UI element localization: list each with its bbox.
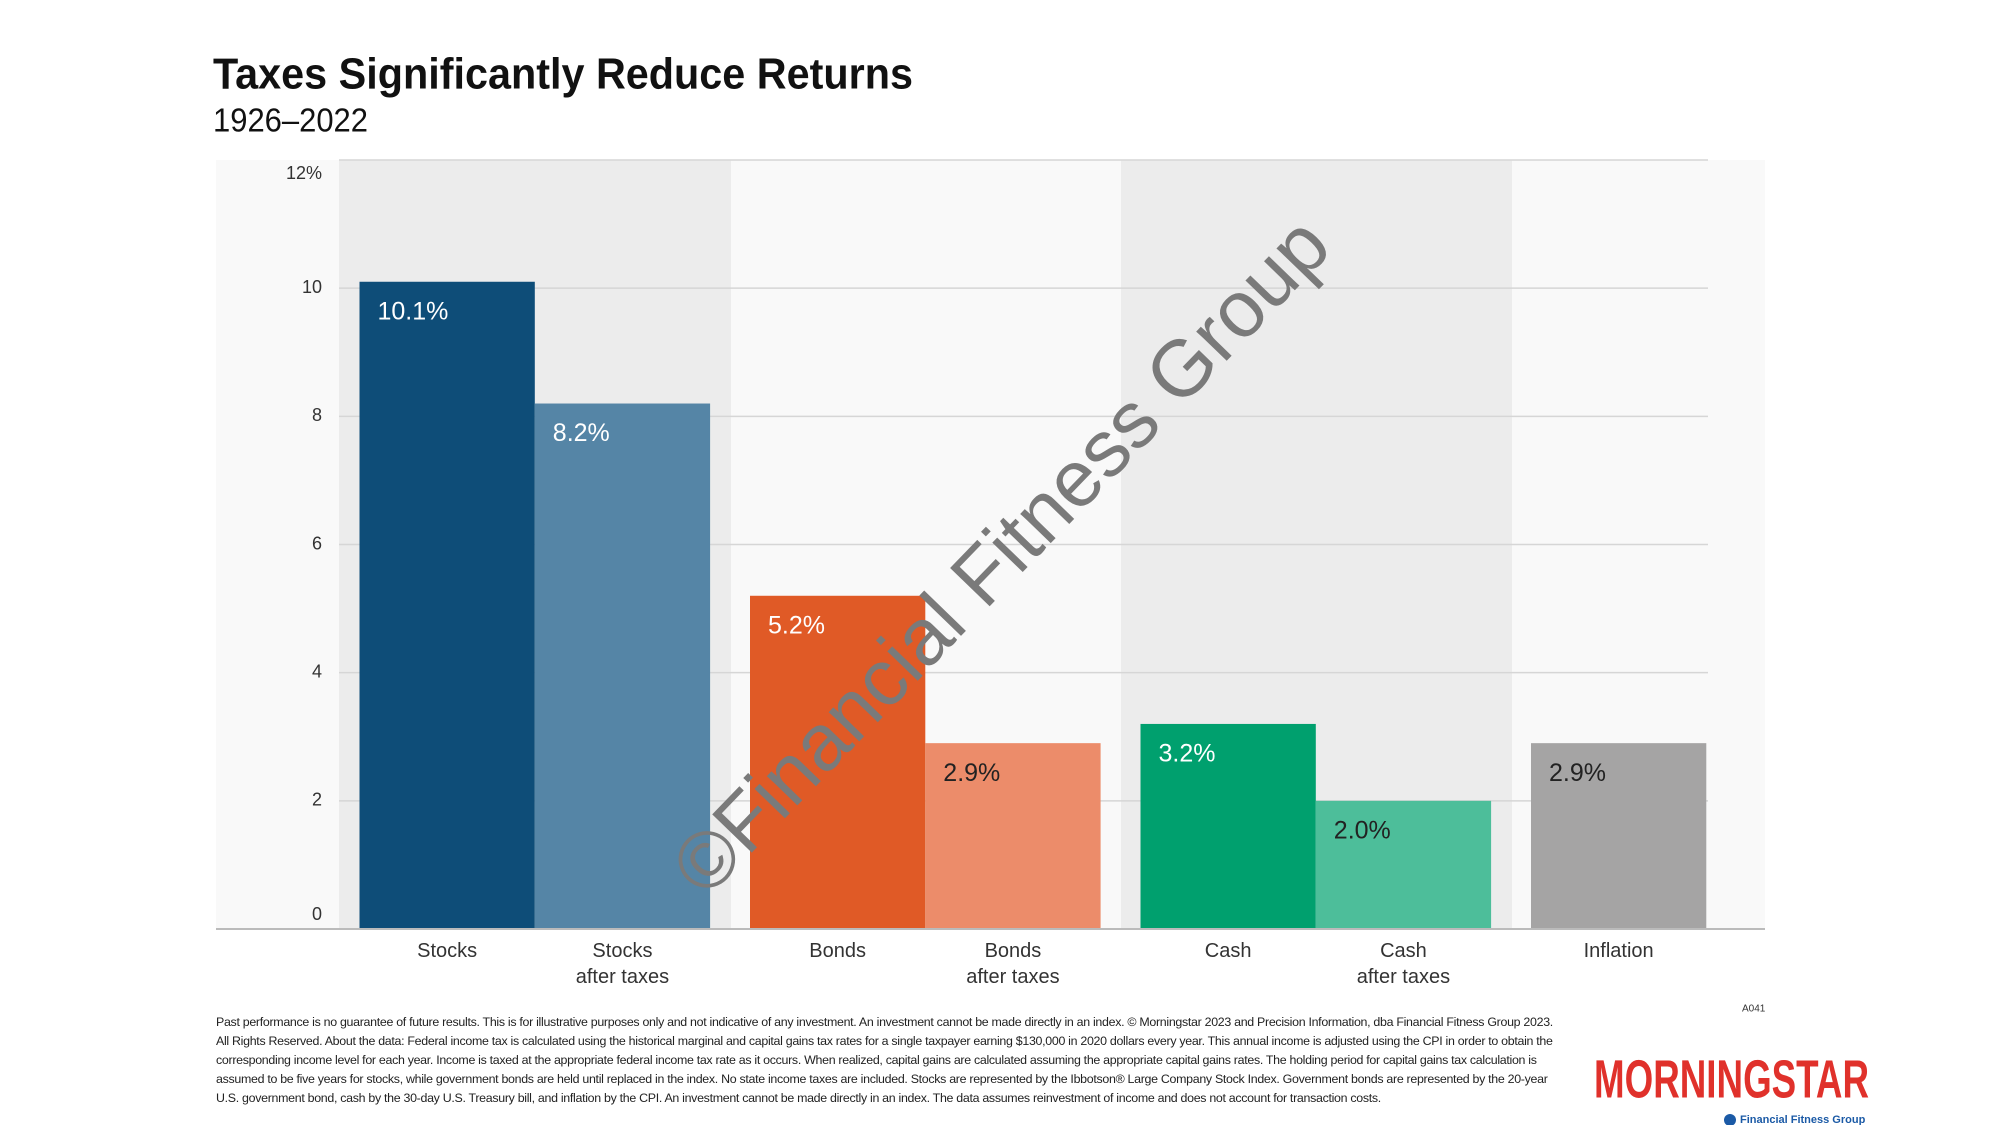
x-tick-label: Bonds xyxy=(809,940,866,962)
slide-code: A041 xyxy=(1742,1004,1766,1015)
value-label: 5.2% xyxy=(768,611,825,639)
y-tick-label: 6 xyxy=(312,533,322,553)
x-tick-label: Cash xyxy=(1204,940,1252,962)
logo-partner: Financial Fitness Group xyxy=(1740,1114,1866,1125)
bar xyxy=(1140,723,1316,929)
chart-subtitle: 1926–2022 xyxy=(213,102,368,139)
bar xyxy=(1315,800,1492,929)
y-tick-label: 8 xyxy=(312,405,322,425)
bar xyxy=(534,403,711,929)
footnote: Past performance is no guarantee of futu… xyxy=(216,1015,1553,1105)
y-tick-label: 10 xyxy=(302,277,322,297)
value-label: 2.0% xyxy=(1334,816,1391,844)
bar xyxy=(359,281,535,930)
bar xyxy=(1531,743,1707,929)
x-tick-label: Stocks after taxes xyxy=(575,940,670,988)
bar xyxy=(925,743,1101,929)
logo-brand: MORNINGSTAR xyxy=(1594,1049,1869,1109)
value-label: 2.9% xyxy=(943,759,1000,787)
bar xyxy=(750,595,926,929)
y-tick-label: 12% xyxy=(286,163,322,183)
x-tick-label: Stocks xyxy=(417,940,478,962)
value-label: 10.1% xyxy=(378,297,449,325)
x-tick-label: Bonds after taxes xyxy=(966,940,1060,988)
x-tick-label: Cash after taxes xyxy=(1356,940,1451,988)
chart-title: Taxes Significantly Reduce Returns xyxy=(213,50,913,99)
partner-icon xyxy=(1724,1114,1736,1125)
y-tick-label: 2 xyxy=(312,790,322,810)
y-tick-label: 4 xyxy=(312,661,322,681)
value-label: 3.2% xyxy=(1159,740,1216,768)
y-tick-label: 0 xyxy=(312,904,322,924)
value-label: 8.2% xyxy=(553,419,610,447)
value-label: 2.9% xyxy=(1549,759,1606,787)
x-tick-label: Inflation xyxy=(1583,940,1654,962)
